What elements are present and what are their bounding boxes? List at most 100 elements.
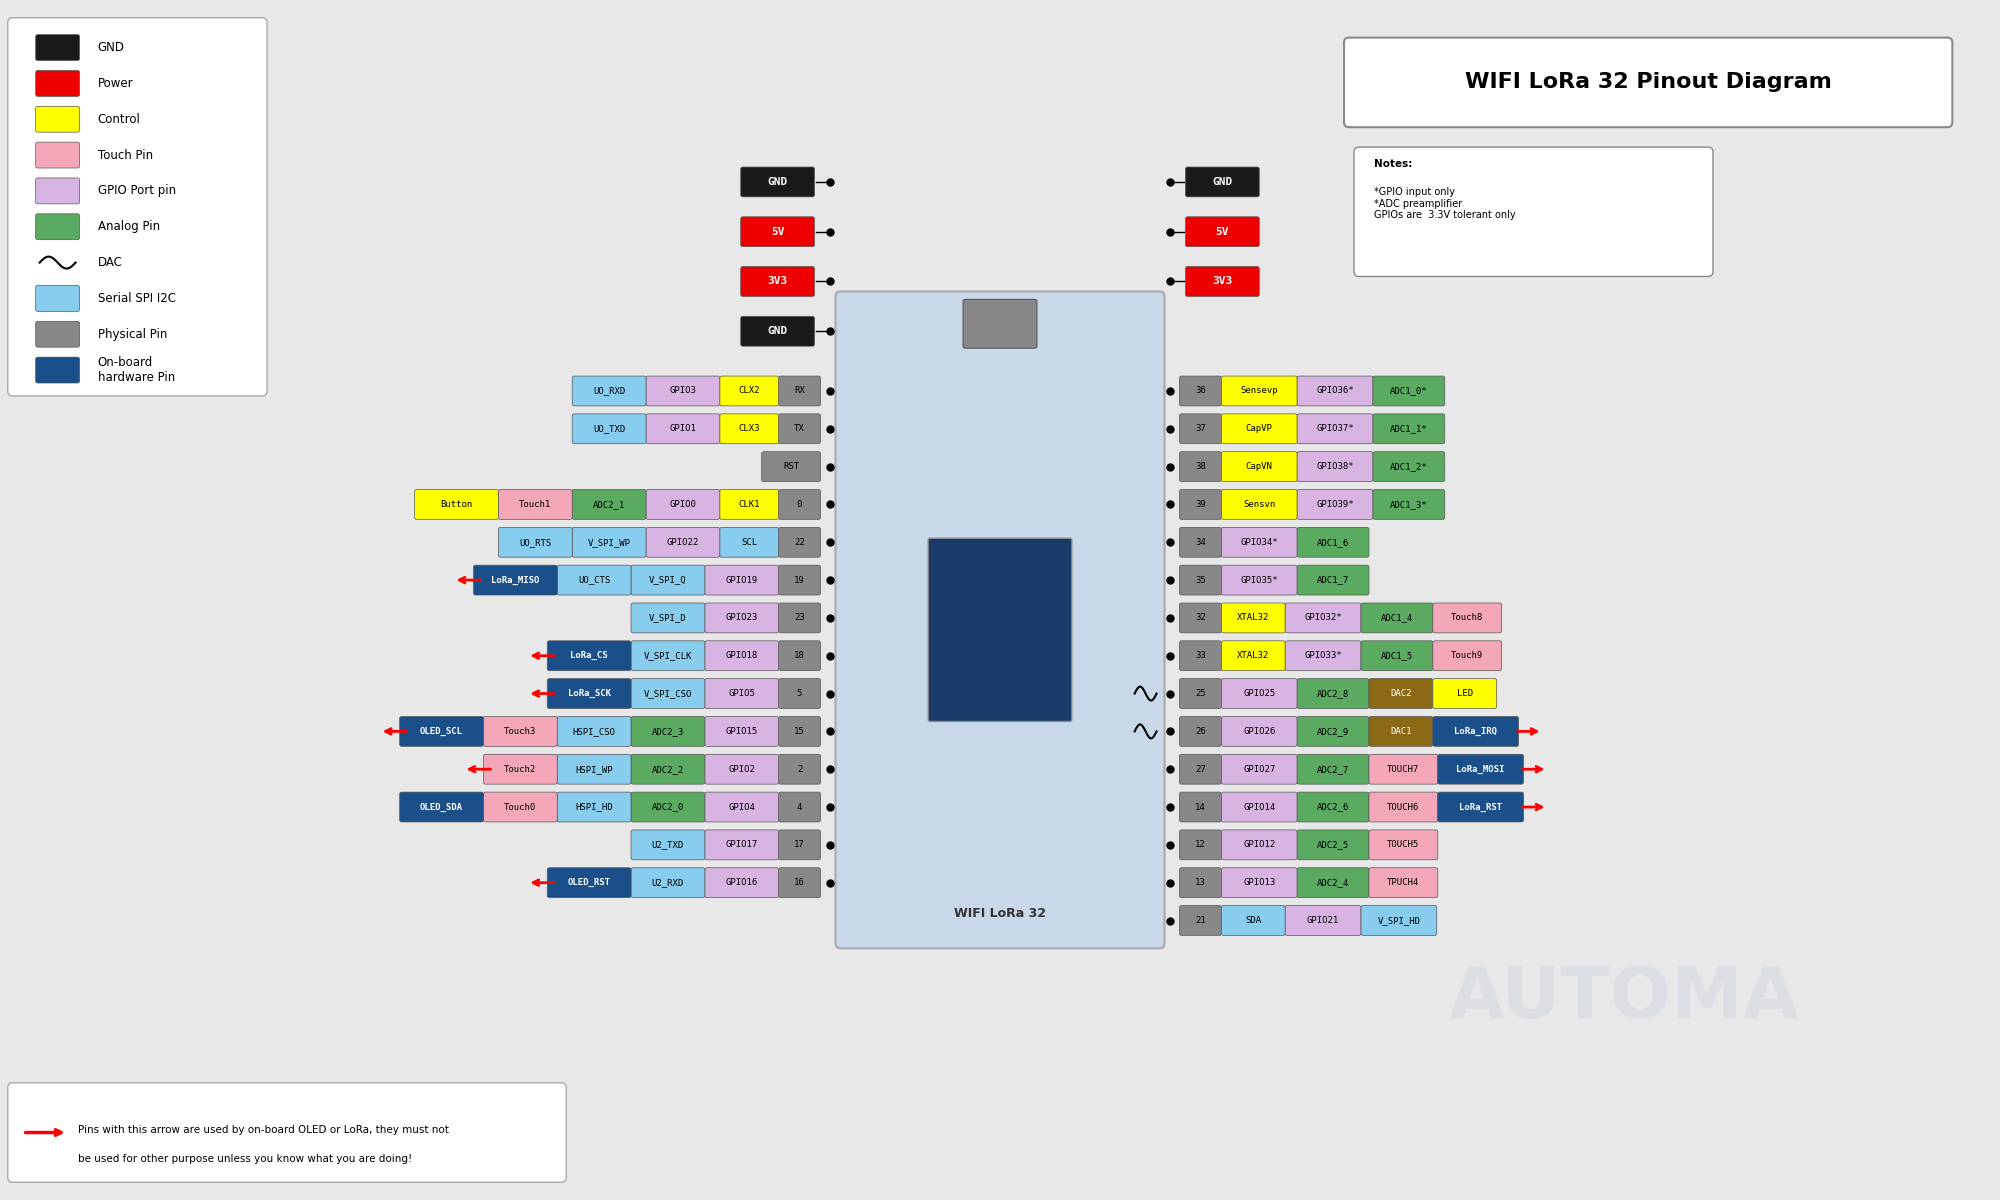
FancyBboxPatch shape <box>704 641 778 671</box>
Text: GPIO37*: GPIO37* <box>1316 425 1354 433</box>
Text: V_SPI_WP: V_SPI_WP <box>588 538 630 547</box>
Text: Control: Control <box>98 113 140 126</box>
Text: GPIO14: GPIO14 <box>1244 803 1276 811</box>
FancyBboxPatch shape <box>1222 868 1298 898</box>
FancyBboxPatch shape <box>572 527 646 557</box>
FancyBboxPatch shape <box>836 292 1164 948</box>
FancyBboxPatch shape <box>778 641 820 671</box>
FancyBboxPatch shape <box>414 490 498 520</box>
FancyBboxPatch shape <box>778 679 820 708</box>
Text: RST: RST <box>784 462 800 472</box>
Text: Physical Pin: Physical Pin <box>98 328 166 341</box>
FancyBboxPatch shape <box>36 178 80 204</box>
Text: WIFI LoRa 32 Pinout Diagram: WIFI LoRa 32 Pinout Diagram <box>1464 72 1832 92</box>
FancyBboxPatch shape <box>572 414 646 444</box>
Text: Pins with this arrow are used by on-board OLED or LoRa, they must not: Pins with this arrow are used by on-boar… <box>78 1124 448 1134</box>
FancyBboxPatch shape <box>36 107 80 132</box>
FancyBboxPatch shape <box>484 716 558 746</box>
Text: 38: 38 <box>1196 462 1206 472</box>
Text: CLX3: CLX3 <box>738 425 760 433</box>
FancyBboxPatch shape <box>632 679 704 708</box>
FancyBboxPatch shape <box>1360 602 1432 632</box>
Text: Analog Pin: Analog Pin <box>98 221 160 233</box>
FancyBboxPatch shape <box>1298 565 1368 595</box>
FancyBboxPatch shape <box>1180 792 1222 822</box>
FancyBboxPatch shape <box>1286 602 1360 632</box>
Text: GPIO15: GPIO15 <box>726 727 758 736</box>
Text: 15: 15 <box>794 727 804 736</box>
Text: V_SPI_Q: V_SPI_Q <box>650 576 686 584</box>
Text: ADC2_5: ADC2_5 <box>1316 840 1350 850</box>
Text: 3V3: 3V3 <box>1212 276 1232 287</box>
Text: ADC2_8: ADC2_8 <box>1316 689 1350 698</box>
Text: Notes:: Notes: <box>1374 160 1412 169</box>
Text: GPIO13: GPIO13 <box>1244 878 1276 887</box>
FancyBboxPatch shape <box>1372 451 1444 481</box>
FancyBboxPatch shape <box>632 792 704 822</box>
Text: ADC1_6: ADC1_6 <box>1316 538 1350 547</box>
Text: U2_TXD: U2_TXD <box>652 840 684 850</box>
FancyBboxPatch shape <box>1286 641 1360 671</box>
Text: GPIO33*: GPIO33* <box>1304 652 1342 660</box>
Text: 14: 14 <box>1196 803 1206 811</box>
Text: HSPI_HD: HSPI_HD <box>576 803 612 811</box>
FancyBboxPatch shape <box>1438 792 1524 822</box>
FancyBboxPatch shape <box>646 376 720 406</box>
FancyBboxPatch shape <box>1222 830 1298 859</box>
Text: DAC: DAC <box>98 256 122 269</box>
Text: TX: TX <box>794 425 804 433</box>
Text: TPUCH4: TPUCH4 <box>1388 878 1420 887</box>
Text: GPIO5: GPIO5 <box>728 689 756 698</box>
Text: GPIO36*: GPIO36* <box>1316 386 1354 396</box>
Text: ADC2_3: ADC2_3 <box>652 727 684 736</box>
FancyBboxPatch shape <box>558 565 632 595</box>
Text: GPIO17: GPIO17 <box>726 840 758 850</box>
FancyBboxPatch shape <box>1372 490 1444 520</box>
Text: GPIO3: GPIO3 <box>670 386 696 396</box>
FancyBboxPatch shape <box>1222 414 1298 444</box>
FancyBboxPatch shape <box>1432 716 1518 746</box>
FancyBboxPatch shape <box>36 214 80 240</box>
FancyBboxPatch shape <box>1368 716 1432 746</box>
Text: OLED_SDA: OLED_SDA <box>420 803 464 811</box>
FancyBboxPatch shape <box>1432 602 1502 632</box>
FancyBboxPatch shape <box>1298 868 1368 898</box>
Text: 27: 27 <box>1196 764 1206 774</box>
Text: *GPIO input only
*ADC preamplifier
GPIOs are  3.3V tolerant only: *GPIO input only *ADC preamplifier GPIOs… <box>1374 187 1516 220</box>
FancyBboxPatch shape <box>1180 602 1222 632</box>
Text: Sensvn: Sensvn <box>1244 500 1276 509</box>
FancyBboxPatch shape <box>720 490 778 520</box>
Text: GPIO38*: GPIO38* <box>1316 462 1354 472</box>
FancyBboxPatch shape <box>778 792 820 822</box>
Text: ADC1_2*: ADC1_2* <box>1390 462 1428 472</box>
FancyBboxPatch shape <box>762 451 820 481</box>
Text: TOUCH5: TOUCH5 <box>1388 840 1420 850</box>
Text: 5V: 5V <box>1216 227 1230 236</box>
Text: On-board
hardware Pin: On-board hardware Pin <box>98 356 174 384</box>
Text: V_SPI_HD: V_SPI_HD <box>1378 916 1420 925</box>
Text: 12: 12 <box>1196 840 1206 850</box>
Text: ADC1_5: ADC1_5 <box>1380 652 1414 660</box>
FancyBboxPatch shape <box>1298 679 1368 708</box>
FancyBboxPatch shape <box>484 755 558 784</box>
Text: Touch3: Touch3 <box>504 727 536 736</box>
FancyBboxPatch shape <box>1222 527 1298 557</box>
Text: 5V: 5V <box>770 227 784 236</box>
Text: Touch1: Touch1 <box>520 500 552 509</box>
FancyBboxPatch shape <box>558 755 632 784</box>
FancyBboxPatch shape <box>720 527 778 557</box>
FancyBboxPatch shape <box>632 830 704 859</box>
Text: ADC1_1*: ADC1_1* <box>1390 425 1428 433</box>
FancyBboxPatch shape <box>1180 451 1222 481</box>
FancyBboxPatch shape <box>36 35 80 60</box>
FancyBboxPatch shape <box>36 71 80 96</box>
Text: ADC1_0*: ADC1_0* <box>1390 386 1428 396</box>
Text: GND: GND <box>768 176 788 187</box>
Text: GPIO25: GPIO25 <box>1244 689 1276 698</box>
FancyBboxPatch shape <box>704 868 778 898</box>
Text: ADC2_1: ADC2_1 <box>592 500 626 509</box>
Text: CapVP: CapVP <box>1246 425 1272 433</box>
FancyBboxPatch shape <box>1298 451 1372 481</box>
Text: Sensevp: Sensevp <box>1240 386 1278 396</box>
Text: V_SPI_D: V_SPI_D <box>650 613 686 623</box>
